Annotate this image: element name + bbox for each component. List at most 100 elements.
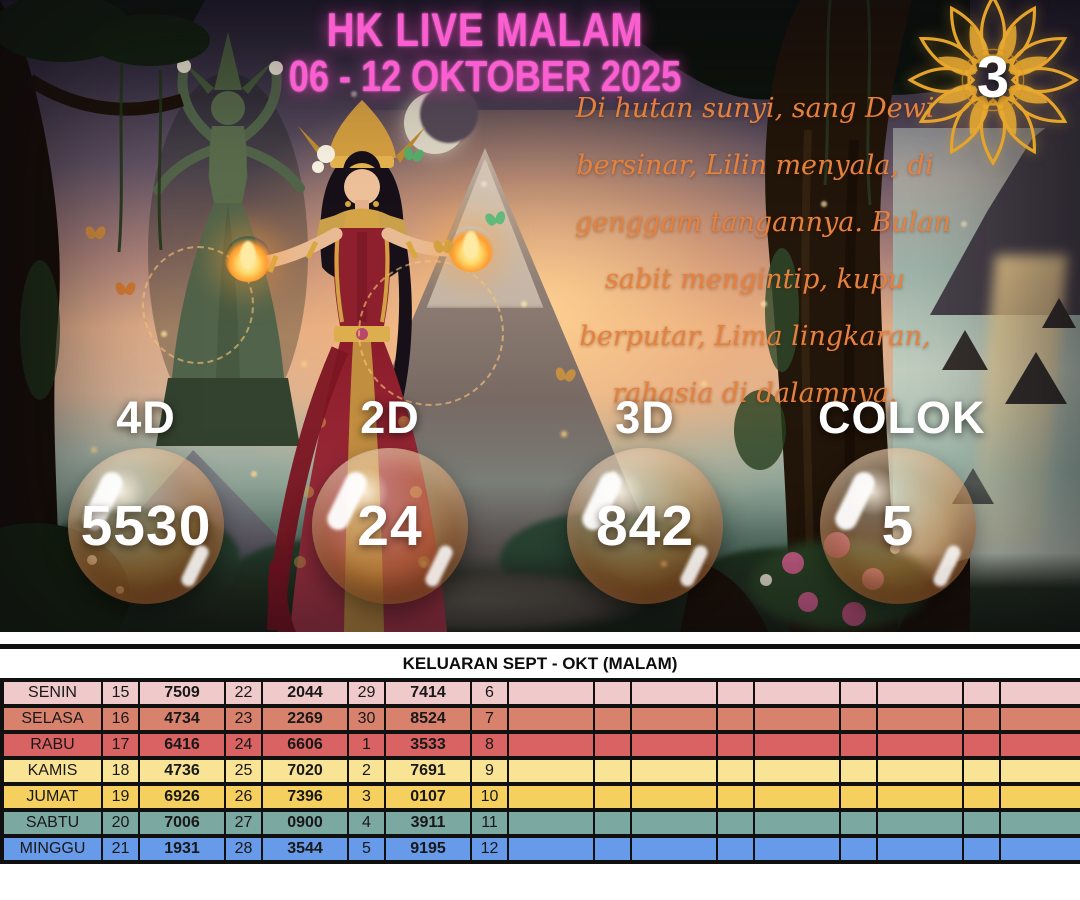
date-cell: 12 bbox=[470, 834, 509, 864]
poem-line: bersinar, Lilin menyala, di bbox=[576, 150, 934, 181]
result-cell bbox=[507, 704, 595, 734]
hero-artwork: HK LIVE MALAM 06 - 12 OKTOBER 2025 Di hu… bbox=[0, 0, 1080, 632]
result-cell bbox=[999, 756, 1080, 786]
date-cell: 16 bbox=[101, 704, 140, 734]
date-cell bbox=[839, 834, 878, 864]
result-cell: 7396 bbox=[261, 782, 349, 812]
result-cell bbox=[876, 756, 964, 786]
result-cell bbox=[999, 808, 1080, 838]
date-cell: 21 bbox=[101, 834, 140, 864]
result-cell bbox=[999, 834, 1080, 864]
result-cell: 3533 bbox=[384, 730, 472, 760]
prediction-value: 842 bbox=[595, 494, 695, 558]
poem-line: berputar, Lima lingkaran, bbox=[579, 321, 931, 352]
result-cell: 2269 bbox=[261, 704, 349, 734]
date-cell: 4 bbox=[347, 808, 386, 838]
date-cell bbox=[962, 808, 1001, 838]
results-table: SENIN 15 7509 22 2044 29 7414 6 SELASA 16 4734 23 22… bbox=[0, 678, 1080, 864]
result-cell bbox=[507, 782, 595, 812]
dancer-illustration bbox=[240, 100, 480, 632]
result-cell bbox=[999, 704, 1080, 734]
flame-left-hand bbox=[225, 236, 271, 282]
result-cell: 6416 bbox=[138, 730, 226, 760]
date-cell bbox=[716, 808, 755, 838]
result-cell: 6926 bbox=[138, 782, 226, 812]
result-cell: 7414 bbox=[384, 678, 472, 708]
prediction-4d: 4D 5530 bbox=[66, 392, 226, 604]
date-cell: 5 bbox=[347, 834, 386, 864]
title-line-2: 06 - 12 OKTOBER 2025 bbox=[288, 52, 682, 101]
prediction-value: 24 bbox=[357, 494, 423, 558]
result-cell: 6606 bbox=[261, 730, 349, 760]
date-cell bbox=[962, 756, 1001, 786]
date-cell: 22 bbox=[224, 678, 263, 708]
title-line-1: HK LIVE MALAM bbox=[326, 3, 644, 56]
butterfly bbox=[86, 226, 105, 239]
crescent-moon-shadow bbox=[420, 85, 478, 143]
day-name-cell: JUMAT bbox=[1, 782, 103, 812]
date-cell: 26 bbox=[224, 782, 263, 812]
table-row: SABTU 20 7006 27 0900 4 3911 11 bbox=[1, 808, 1080, 838]
date-cell bbox=[839, 782, 878, 812]
result-cell: 3911 bbox=[384, 808, 472, 838]
result-cell: 0900 bbox=[261, 808, 349, 838]
date-cell bbox=[716, 834, 755, 864]
date-cell: 25 bbox=[224, 756, 263, 786]
result-cell bbox=[630, 808, 718, 838]
day-name-cell: SABTU bbox=[1, 808, 103, 838]
result-cell bbox=[753, 834, 841, 864]
result-cell: 7509 bbox=[138, 678, 226, 708]
date-cell bbox=[593, 756, 632, 786]
results-table-body: SENIN 15 7509 22 2044 29 7414 6 SELASA 16 4734 23 22… bbox=[1, 678, 1080, 864]
result-cell bbox=[507, 756, 595, 786]
result-cell: 7691 bbox=[384, 756, 472, 786]
table-title-band: KELUARAN SEPT - OKT (MALAM) bbox=[0, 644, 1080, 678]
table-row: SELASA 16 4734 23 2269 30 8524 7 bbox=[1, 704, 1080, 734]
result-cell bbox=[753, 782, 841, 812]
result-cell bbox=[630, 678, 718, 708]
date-cell: 28 bbox=[224, 834, 263, 864]
result-cell: 3544 bbox=[261, 834, 349, 864]
result-cell: 4736 bbox=[138, 756, 226, 786]
table-row: MINGGU 21 1931 28 3544 5 9195 12 bbox=[1, 834, 1080, 864]
badge-number: 3 bbox=[976, 44, 1010, 110]
prediction-label: 4D bbox=[116, 392, 176, 443]
date-cell: 1 bbox=[347, 730, 386, 760]
left-tree bbox=[0, 0, 210, 632]
result-cell: 9195 bbox=[384, 834, 472, 864]
date-cell: 19 bbox=[101, 782, 140, 812]
date-cell bbox=[839, 756, 878, 786]
poem-line: rahasia di dalamnya. bbox=[612, 378, 898, 409]
date-cell bbox=[716, 756, 755, 786]
result-cell bbox=[999, 782, 1080, 812]
date-cell bbox=[962, 678, 1001, 708]
day-name-cell: MINGGU bbox=[1, 834, 103, 864]
result-cell bbox=[507, 808, 595, 838]
result-cell: 0107 bbox=[384, 782, 472, 812]
crystal-orb: 5 bbox=[820, 448, 976, 604]
date-cell bbox=[839, 730, 878, 760]
flame-right-hand bbox=[448, 226, 494, 272]
result-cell bbox=[630, 730, 718, 760]
date-cell bbox=[839, 678, 878, 708]
date-cell: 29 bbox=[347, 678, 386, 708]
date-cell bbox=[593, 704, 632, 734]
date-cell bbox=[839, 808, 878, 838]
date-cell: 8 bbox=[470, 730, 509, 760]
day-name-cell: KAMIS bbox=[1, 756, 103, 786]
butterfly bbox=[555, 367, 576, 383]
result-cell bbox=[507, 678, 595, 708]
date-cell bbox=[716, 782, 755, 812]
day-name-cell: SELASA bbox=[1, 704, 103, 734]
butterfly bbox=[434, 240, 453, 253]
date-cell bbox=[593, 834, 632, 864]
date-cell bbox=[593, 678, 632, 708]
date-cell: 7 bbox=[470, 704, 509, 734]
date-cell: 15 bbox=[101, 678, 140, 708]
prediction-2d: 2D 24 bbox=[310, 392, 470, 604]
poster-title: HK LIVE MALAM 06 - 12 OKTOBER 2025 bbox=[0, 2, 970, 102]
date-cell: 3 bbox=[347, 782, 386, 812]
results-panel: KELUARAN SEPT - OKT (MALAM) SENIN 15 7509 2… bbox=[0, 632, 1080, 864]
table-row: JUMAT 19 6926 26 7396 3 0107 10 bbox=[1, 782, 1080, 812]
day-name-cell: SENIN bbox=[1, 678, 103, 708]
